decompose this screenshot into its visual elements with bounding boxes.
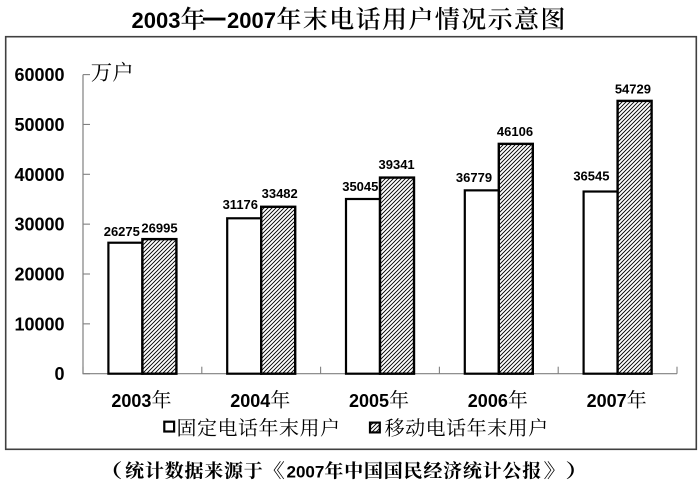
svg-text:2007: 2007 [287, 462, 325, 481]
svg-text:2005: 2005 [349, 391, 389, 411]
svg-text:50000: 50000 [14, 115, 64, 135]
svg-text:2007: 2007 [587, 391, 627, 411]
svg-text:46106: 46106 [497, 124, 533, 139]
svg-text:26275: 26275 [104, 224, 140, 239]
svg-text:31176: 31176 [223, 197, 258, 212]
svg-text:35045: 35045 [342, 179, 378, 194]
svg-text:0: 0 [54, 364, 64, 384]
svg-text:20000: 20000 [14, 265, 64, 285]
svg-text:26995: 26995 [141, 221, 177, 236]
svg-text:2003: 2003 [111, 391, 151, 411]
svg-text:36779: 36779 [456, 170, 492, 185]
svg-text:40000: 40000 [14, 165, 64, 185]
svg-text:2003: 2003 [132, 8, 181, 33]
svg-text:2006: 2006 [468, 391, 508, 411]
svg-text:39341: 39341 [379, 157, 415, 172]
svg-text:60000: 60000 [14, 65, 64, 85]
svg-text:36545: 36545 [573, 169, 609, 184]
svg-text:33482: 33482 [262, 186, 298, 201]
svg-text:10000: 10000 [14, 314, 64, 334]
svg-text:54729: 54729 [615, 82, 651, 97]
svg-text:2007: 2007 [227, 8, 276, 33]
svg-text:30000: 30000 [14, 215, 64, 235]
svg-text:2004: 2004 [230, 391, 270, 411]
